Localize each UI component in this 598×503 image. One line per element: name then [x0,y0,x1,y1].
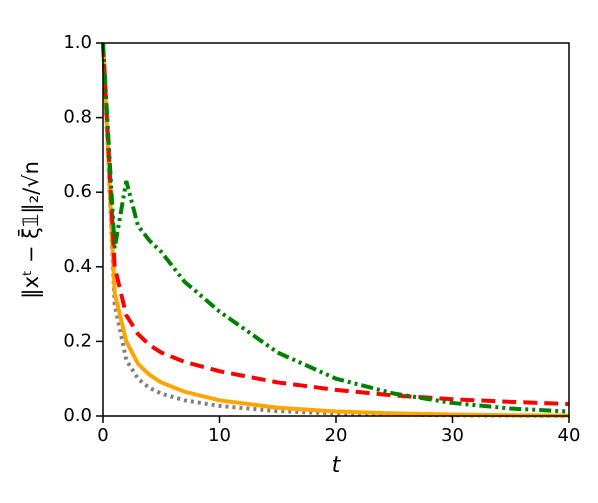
x-axis-label: t [332,453,342,478]
x-tick-label: 10 [208,425,231,446]
y-tick-label: 0.2 [63,330,92,351]
y-tick-label: 0.0 [63,405,92,426]
x-tick-label: 20 [325,425,348,446]
line-series [101,42,570,418]
y-tick-label: 0.4 [63,256,92,277]
y-tick-label: 0.6 [63,181,92,202]
y-tick-label: 1.0 [63,32,92,53]
plot-frame [102,42,570,417]
line-series [101,42,570,418]
x-tick-label: 40 [558,425,581,446]
y-tick-label: 0.8 [63,107,92,128]
y-axis-label: ‖xᵗ − ξ̄𝟙‖₂/√n [18,161,44,299]
line-series [101,42,570,414]
x-tick-label: 30 [441,425,464,446]
line-series [101,42,570,407]
x-tick-label: 0 [97,425,108,446]
